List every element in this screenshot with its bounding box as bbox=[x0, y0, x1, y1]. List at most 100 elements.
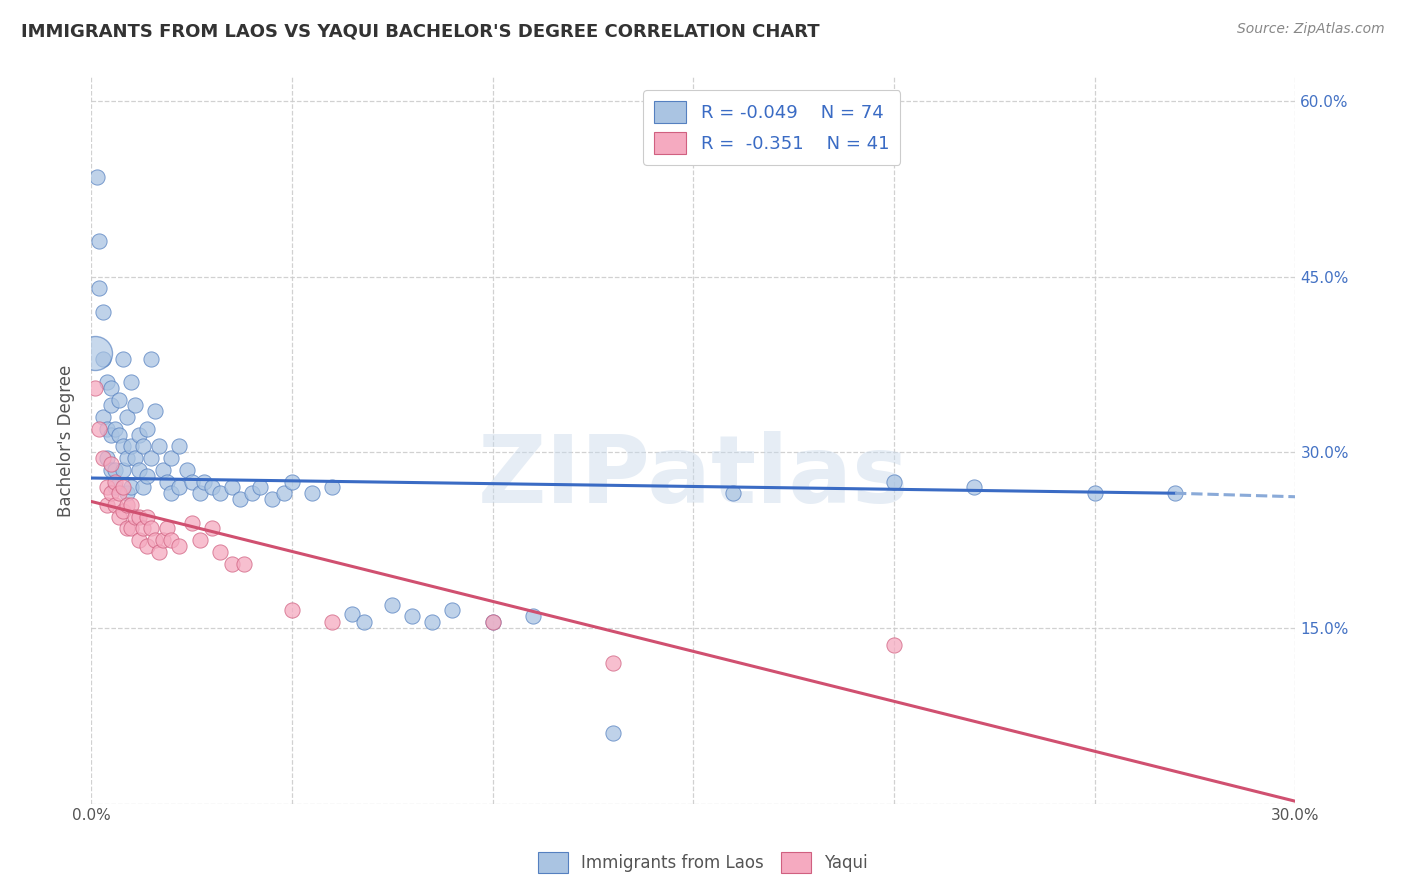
Point bbox=[132, 439, 155, 453]
Point bbox=[169, 539, 191, 553]
Point bbox=[84, 381, 107, 395]
Point bbox=[301, 486, 323, 500]
Point bbox=[117, 498, 139, 512]
Point bbox=[104, 422, 127, 436]
Point bbox=[152, 463, 174, 477]
Text: Source: ZipAtlas.com: Source: ZipAtlas.com bbox=[1237, 22, 1385, 37]
Point bbox=[381, 598, 404, 612]
Point bbox=[117, 521, 139, 535]
Point bbox=[100, 398, 122, 412]
Point bbox=[963, 480, 986, 494]
Point bbox=[112, 504, 135, 518]
Point bbox=[200, 521, 222, 535]
Point bbox=[422, 615, 444, 629]
Point bbox=[481, 615, 503, 629]
Point bbox=[188, 486, 211, 500]
Point bbox=[136, 468, 159, 483]
Point bbox=[128, 427, 150, 442]
Point bbox=[108, 427, 131, 442]
Point bbox=[723, 486, 745, 500]
Point bbox=[128, 533, 150, 547]
Point bbox=[273, 486, 295, 500]
Point bbox=[481, 615, 503, 629]
Point bbox=[100, 486, 122, 500]
Point bbox=[89, 281, 111, 295]
Point bbox=[117, 410, 139, 425]
Point bbox=[156, 521, 179, 535]
Text: ZIPatlas: ZIPatlas bbox=[478, 431, 910, 523]
Legend: Immigrants from Laos, Yaqui: Immigrants from Laos, Yaqui bbox=[531, 846, 875, 880]
Point bbox=[441, 603, 464, 617]
Point bbox=[136, 422, 159, 436]
Point bbox=[96, 375, 118, 389]
Point bbox=[281, 603, 304, 617]
Point bbox=[86, 169, 108, 184]
Point bbox=[321, 615, 343, 629]
Point bbox=[96, 480, 118, 494]
Point bbox=[132, 521, 155, 535]
Point bbox=[117, 451, 139, 466]
Point bbox=[260, 492, 283, 507]
Point bbox=[120, 521, 142, 535]
Point bbox=[883, 475, 905, 489]
Point bbox=[200, 480, 222, 494]
Point bbox=[169, 480, 191, 494]
Point bbox=[100, 457, 122, 471]
Point bbox=[240, 486, 263, 500]
Point bbox=[100, 463, 122, 477]
Point bbox=[1084, 486, 1107, 500]
Point bbox=[208, 486, 231, 500]
Point bbox=[176, 463, 198, 477]
Text: IMMIGRANTS FROM LAOS VS YAQUI BACHELOR'S DEGREE CORRELATION CHART: IMMIGRANTS FROM LAOS VS YAQUI BACHELOR'S… bbox=[21, 22, 820, 40]
Point bbox=[208, 545, 231, 559]
Point bbox=[96, 451, 118, 466]
Point bbox=[89, 422, 111, 436]
Point bbox=[340, 607, 363, 621]
Point bbox=[112, 463, 135, 477]
Point bbox=[132, 480, 155, 494]
Point bbox=[91, 304, 114, 318]
Point bbox=[1164, 486, 1187, 500]
Point bbox=[112, 439, 135, 453]
Point bbox=[169, 439, 191, 453]
Legend: R = -0.049    N = 74, R =  -0.351    N = 41: R = -0.049 N = 74, R = -0.351 N = 41 bbox=[643, 90, 900, 165]
Point bbox=[232, 557, 254, 571]
Point bbox=[160, 533, 183, 547]
Point bbox=[120, 439, 142, 453]
Point bbox=[108, 509, 131, 524]
Point bbox=[228, 492, 250, 507]
Point bbox=[152, 533, 174, 547]
Point bbox=[124, 398, 146, 412]
Point bbox=[160, 486, 183, 500]
Point bbox=[104, 480, 127, 494]
Point bbox=[112, 351, 135, 366]
Point bbox=[221, 557, 243, 571]
Point bbox=[124, 509, 146, 524]
Point bbox=[100, 427, 122, 442]
Point bbox=[120, 498, 142, 512]
Point bbox=[221, 480, 243, 494]
Point bbox=[145, 404, 167, 418]
Point bbox=[401, 609, 423, 624]
Point bbox=[104, 463, 127, 477]
Point bbox=[602, 656, 624, 670]
Point bbox=[91, 351, 114, 366]
Point bbox=[883, 639, 905, 653]
Point bbox=[91, 451, 114, 466]
Point bbox=[120, 375, 142, 389]
Point bbox=[180, 516, 202, 530]
Point bbox=[321, 480, 343, 494]
Point bbox=[145, 533, 167, 547]
Point bbox=[120, 480, 142, 494]
Point bbox=[602, 726, 624, 740]
Point bbox=[281, 475, 304, 489]
Point bbox=[124, 451, 146, 466]
Point bbox=[104, 475, 127, 489]
Point bbox=[108, 486, 131, 500]
Point bbox=[141, 351, 163, 366]
Point bbox=[96, 498, 118, 512]
Point bbox=[112, 480, 135, 494]
Point bbox=[136, 509, 159, 524]
Point bbox=[141, 451, 163, 466]
Point bbox=[136, 539, 159, 553]
